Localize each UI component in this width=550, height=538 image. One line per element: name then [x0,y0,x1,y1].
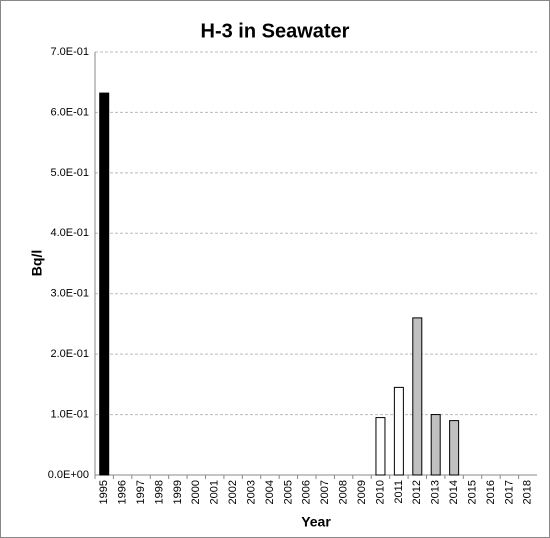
x-tick-label: 2004 [264,480,276,504]
x-tick-label: 1995 [98,480,110,504]
x-tick-label: 2016 [485,480,497,504]
x-tick-label: 2017 [503,480,515,504]
bar [375,417,386,476]
bar [449,420,460,476]
x-tick-label: 1998 [153,480,165,504]
bar [99,92,110,476]
x-tick-label: 2014 [448,480,460,504]
x-tick-label: 2011 [393,480,405,504]
x-tick-label: 2005 [282,480,294,504]
x-tick-label: 2003 [245,480,257,504]
bar [412,317,423,476]
x-axis-label: Year [301,514,331,530]
y-tick-label: 7.0E-01 [50,46,89,58]
x-tick-label: 1999 [172,480,184,504]
y-tick-label: 2.0E-01 [50,348,89,360]
x-tick-label: 2002 [227,480,239,504]
y-tick-label: 3.0E-01 [50,288,89,300]
x-tick-label: 2009 [356,480,368,504]
x-tick-label: 2008 [338,480,350,504]
x-tick-label: 2015 [466,480,478,504]
bar [393,386,404,476]
y-axis-label: Bq/l [29,250,45,276]
x-tick-label: 2010 [374,480,386,504]
x-tick-label: 2007 [319,480,331,504]
x-tick-label: 2000 [190,480,202,504]
bar [430,414,441,476]
x-tick-label: 1997 [135,480,147,504]
x-tick-label: 1996 [117,480,129,504]
y-tick-label: 4.0E-01 [50,227,89,239]
x-tick-label: 2018 [522,480,534,504]
y-tick-label: 5.0E-01 [50,167,89,179]
x-tick-label: 2012 [411,480,423,504]
x-tick-label: 2013 [430,480,442,504]
y-tick-label: 1.0E-01 [50,408,89,420]
y-tick-label: 0.0E+00 [48,469,89,481]
x-tick-label: 2001 [209,480,221,504]
y-tick-label: 6.0E-01 [50,106,89,118]
chart-title: H-3 in Seawater [201,20,350,42]
x-tick-label: 2006 [301,480,313,504]
